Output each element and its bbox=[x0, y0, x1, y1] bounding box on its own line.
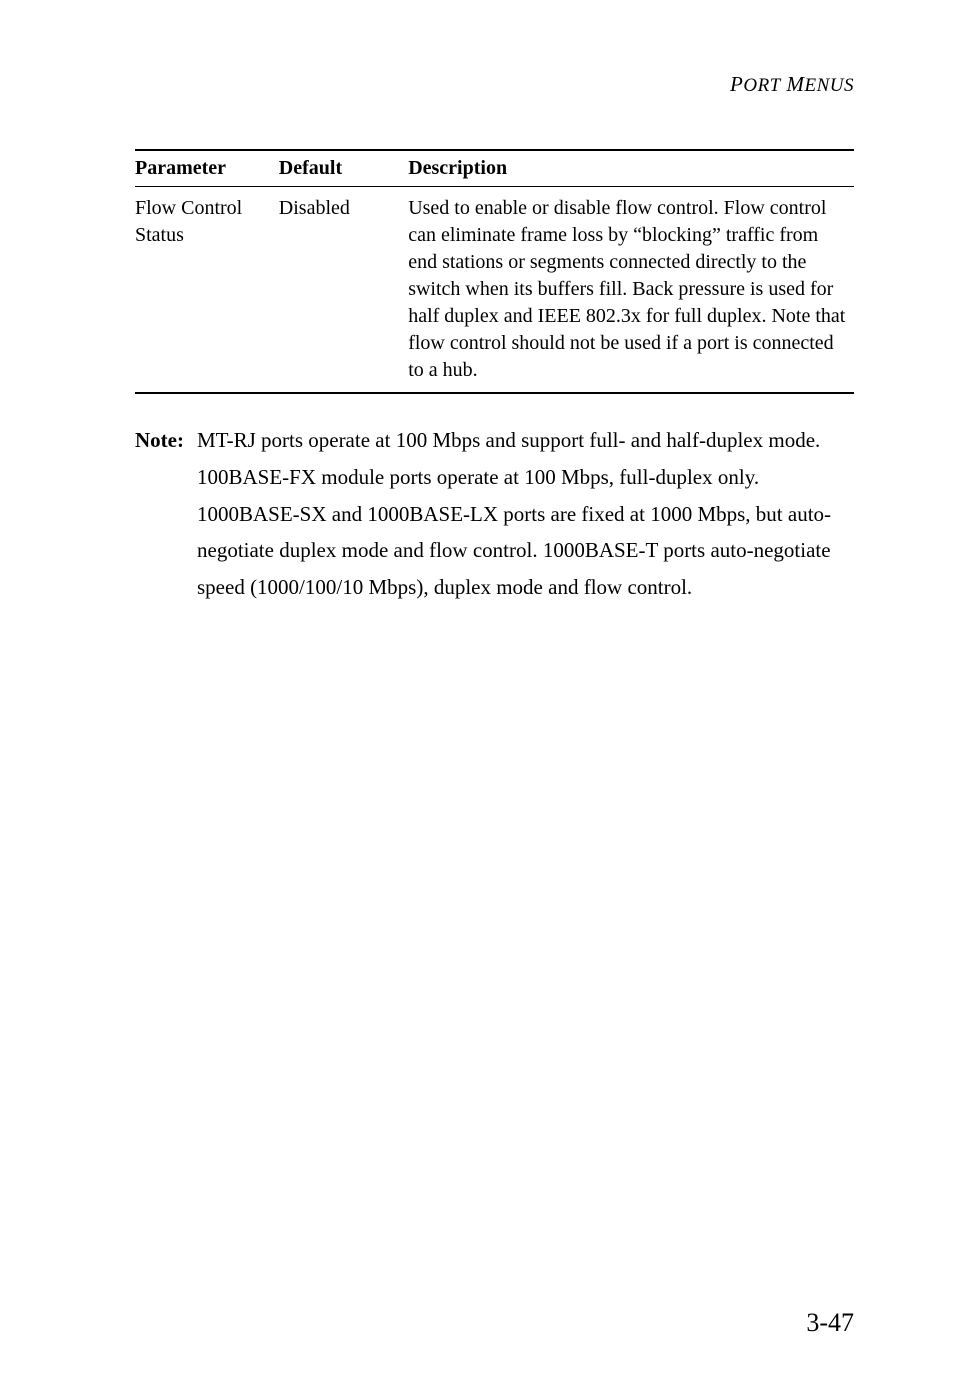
table-row: Flow Control Status Disabled Used to ena… bbox=[135, 187, 854, 394]
table-header-default: Default bbox=[279, 150, 408, 187]
cell-description: Used to enable or disable flow control. … bbox=[408, 187, 854, 394]
note-block: Note: MT-RJ ports operate at 100 Mbps an… bbox=[135, 422, 854, 606]
header-text-2: ORT bbox=[743, 75, 780, 96]
table-header-description: Description bbox=[408, 150, 854, 187]
document-page: PORT MENUS Parameter Default Description… bbox=[0, 0, 954, 1388]
header-text-3: M bbox=[781, 72, 805, 96]
table-header-row: Parameter Default Description bbox=[135, 150, 854, 187]
table-header-parameter: Parameter bbox=[135, 150, 279, 187]
header-text-1: P bbox=[730, 72, 743, 96]
note-body: MT-RJ ports operate at 100 Mbps and supp… bbox=[197, 422, 854, 606]
note-label: Note: bbox=[135, 422, 197, 606]
header-text-4: ENUS bbox=[805, 75, 855, 96]
parameter-table: Parameter Default Description Flow Contr… bbox=[135, 149, 854, 394]
cell-parameter: Flow Control Status bbox=[135, 187, 279, 394]
running-header: PORT MENUS bbox=[135, 72, 854, 97]
cell-default: Disabled bbox=[279, 187, 408, 394]
page-number: 3-47 bbox=[806, 1308, 854, 1338]
